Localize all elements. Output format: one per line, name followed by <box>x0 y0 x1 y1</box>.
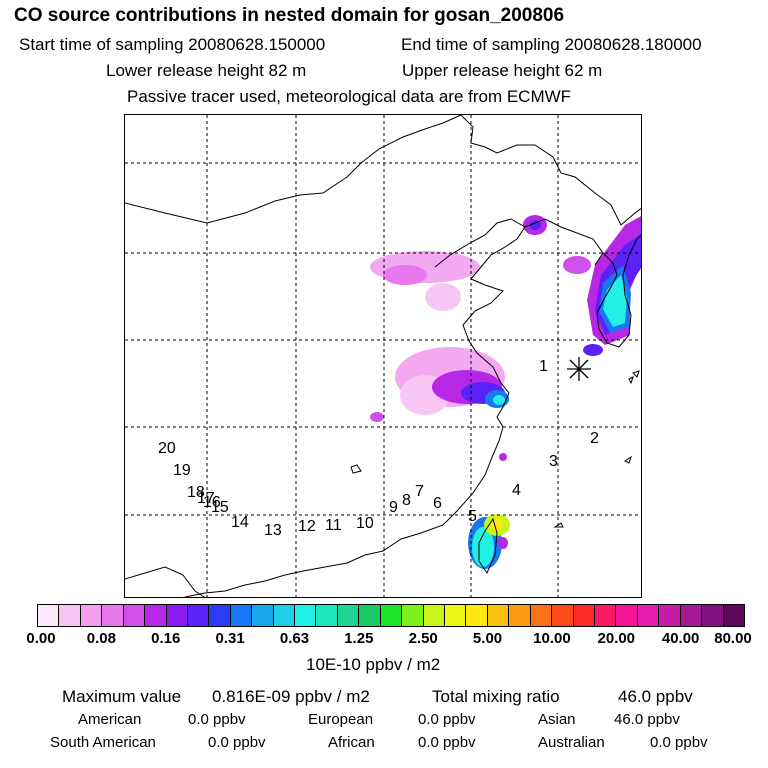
color-scale-tick-label: 0.63 <box>279 630 310 647</box>
color-scale-swatch <box>466 605 488 626</box>
color-scale-swatch <box>102 605 124 626</box>
taiwan <box>478 517 498 575</box>
region-value: 0.0 ppbv <box>650 734 708 751</box>
color-scale-tick-label: 20.00 <box>597 630 636 647</box>
color-scale-swatch <box>337 605 360 626</box>
color-scale-tick-label: 2.50 <box>408 630 438 647</box>
mongolia-border <box>125 115 462 224</box>
color-scale-tick-label: 0.31 <box>215 630 245 647</box>
color-scale-swatch <box>616 605 638 626</box>
track-label: 11 <box>325 517 342 534</box>
color-scale-swatch <box>230 605 253 626</box>
color-scale-swatch <box>530 605 553 626</box>
color-scale-swatch <box>123 605 146 626</box>
bohai-coast <box>184 218 526 597</box>
region-name: Asian <box>538 711 576 728</box>
color-scale-swatch <box>59 605 81 626</box>
track-label: 5 <box>468 508 477 525</box>
coastlines <box>125 115 641 597</box>
color-scale-tick-label: 10.00 <box>533 630 571 647</box>
max-value-label: Maximum value <box>62 687 182 706</box>
color-scale-swatch <box>573 605 595 626</box>
track-label: 2 <box>590 430 599 447</box>
track-label: 6 <box>433 495 442 512</box>
color-scale-swatch <box>509 605 531 626</box>
region-value: 0.0 ppbv <box>188 711 246 728</box>
total-mixing-value: 46.0 ppbv <box>618 687 693 706</box>
region-value: 0.0 ppbv <box>208 734 266 751</box>
color-scale-swatch <box>145 605 167 626</box>
track-label: 19 <box>173 462 191 479</box>
color-scale-swatch <box>80 605 103 626</box>
color-scale-swatch <box>680 605 703 626</box>
color-scale-swatch <box>380 605 403 626</box>
color-scale-swatch <box>637 605 660 626</box>
track-label: 10 <box>356 515 374 532</box>
plot-title: CO source contributions in nested domain… <box>14 5 565 26</box>
color-scale-swatch <box>445 605 467 626</box>
track-label: 16 <box>203 494 221 511</box>
track-label: 8 <box>402 492 411 509</box>
total-mixing-label: Total mixing ratio <box>432 687 560 706</box>
color-scale-tick-label: 0.08 <box>86 630 116 647</box>
track-label: 9 <box>389 499 398 516</box>
region-value: 0.0 ppbv <box>418 711 476 728</box>
track-label: 4 <box>512 482 521 499</box>
color-scale-swatch <box>316 605 338 626</box>
track-label: 3 <box>549 453 558 470</box>
color-scale-swatch <box>209 605 231 626</box>
track-label: 15 <box>211 499 229 516</box>
color-scale-swatch <box>273 605 296 626</box>
receptor-marker <box>567 357 591 381</box>
track-label: 17 <box>197 490 215 507</box>
tracer-note: Passive tracer used, meteorological data… <box>127 87 572 106</box>
region-name: African <box>328 734 375 751</box>
color-scale-swatch <box>594 605 617 626</box>
color-scale-tick-label: 80.00 <box>714 630 752 647</box>
korea-coast <box>596 234 641 348</box>
region-name: South American <box>50 734 156 751</box>
color-scale-tick-label: 1.25 <box>344 630 374 647</box>
color-scale-tick-label: 0.16 <box>151 630 181 647</box>
color-scale-swatch <box>359 605 381 626</box>
color-scale-swatch <box>659 605 681 626</box>
region-name: European <box>308 711 374 728</box>
region-name: Australian <box>538 734 605 751</box>
track-label: 14 <box>231 514 249 531</box>
color-scale-swatch <box>423 605 446 626</box>
region-value: 0.0 ppbv <box>418 734 476 751</box>
track-label: 12 <box>298 518 316 535</box>
lat-lon-grid <box>125 115 641 597</box>
max-value: 0.816E-09 ppbv / m2 <box>212 687 370 706</box>
track-label: 20 <box>158 440 176 457</box>
track-label: 7 <box>415 483 424 500</box>
upper-release-height: Upper release height 62 m <box>402 61 603 80</box>
concentration-plumes <box>370 215 641 569</box>
color-scale-swatch <box>166 605 188 626</box>
color-scale-swatch <box>723 605 744 626</box>
color-scale-tick-label: 5.00 <box>472 630 503 647</box>
map-panel: 1 2 3 4 5 6 7 8 9 10 11 12 13 14 15 16 1… <box>124 114 642 598</box>
lower-release-height: Lower release height 82 m <box>106 61 307 80</box>
track-label: 1 <box>539 358 548 375</box>
region-name: American <box>78 711 142 728</box>
color-scale-tick-label: 40.00 <box>661 630 700 647</box>
end-time: End time of sampling 20080628.180000 <box>401 35 702 54</box>
map-canvas <box>125 115 641 597</box>
color-scale-swatch <box>487 605 510 626</box>
color-scale-swatch <box>295 605 317 626</box>
track-label: 18 <box>187 484 205 501</box>
color-scale-swatch <box>552 605 574 626</box>
color-scale-swatch <box>402 605 424 626</box>
color-scale-swatch <box>38 605 60 626</box>
start-time: Start time of sampling 20080628.150000 <box>19 35 326 54</box>
color-scale-swatch <box>702 605 724 626</box>
color-scale-units: 10E-10 ppbv / m2 <box>306 655 441 674</box>
track-label: 13 <box>264 522 282 539</box>
color-scale-bar <box>37 604 745 627</box>
color-scale-swatch <box>187 605 210 626</box>
region-value: 46.0 ppbv <box>614 711 680 728</box>
color-scale-swatch <box>252 605 274 626</box>
color-scale-tick-label: 0.00 <box>26 630 56 647</box>
